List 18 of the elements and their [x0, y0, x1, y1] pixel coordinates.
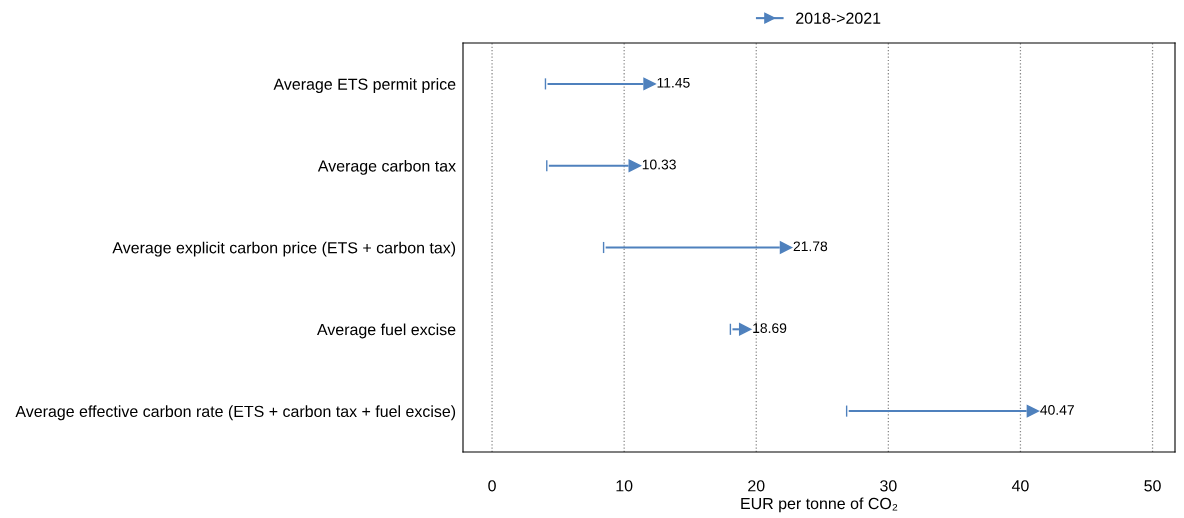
- y-tick-label: Average explicit carbon price (ETS + carbon tax): [112, 241, 456, 257]
- data-label: 18.69: [753, 323, 787, 334]
- y-tick-label: Average carbon tax: [317, 159, 456, 175]
- x-tick-label: 30: [880, 480, 897, 492]
- x-axis-title: EUR per tonne of CO₂: [741, 497, 898, 513]
- data-label: 40.47: [1040, 404, 1074, 415]
- y-tick-label: Average ETS permit price: [273, 78, 456, 93]
- data-label: 21.78: [793, 241, 828, 252]
- y-tick-label: Average fuel excise: [316, 323, 456, 339]
- legend-label: 2018->2021: [796, 12, 881, 24]
- x-tick-label: 50: [1144, 480, 1161, 492]
- x-tick-label: 10: [616, 480, 633, 492]
- x-tick-label: 20: [748, 480, 765, 492]
- x-tick-label: 0: [488, 480, 496, 492]
- y-tick-label: Average effective carbon rate (ETS + carbon tax + fuel excise): [15, 405, 456, 421]
- data-label: 11.45: [657, 77, 690, 88]
- x-tick-label: 40: [1011, 480, 1029, 492]
- data-label: 10.33: [642, 159, 676, 170]
